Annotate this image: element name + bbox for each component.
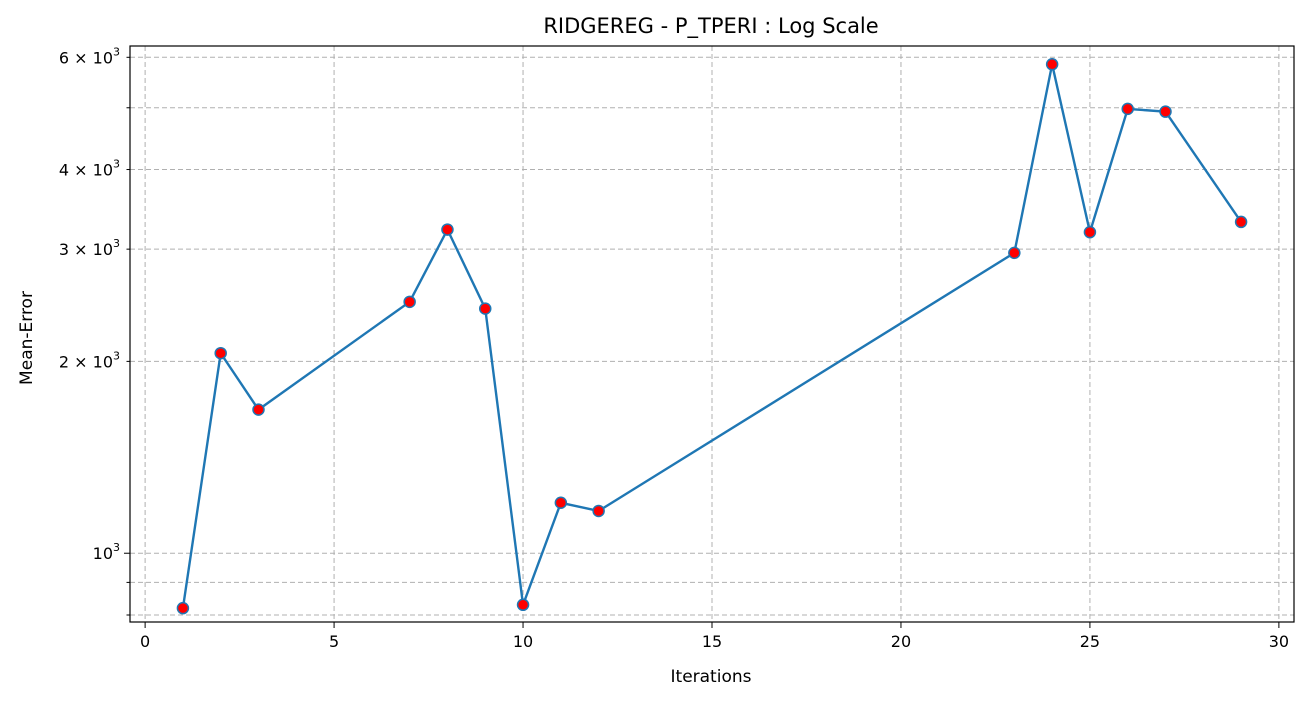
- tick-layer: 0 5 10 15 20 25 30 103 2 × 103 3 × 103 4 × 103 6 × …: [59, 45, 1289, 651]
- series-layer: [176, 58, 1248, 615]
- x-tick-label: 5: [329, 632, 339, 651]
- x-tick-label: 30: [1269, 632, 1289, 651]
- data-point: [176, 601, 190, 615]
- data-point: [1159, 105, 1172, 118]
- data-point: [1121, 102, 1134, 116]
- data-point: [1083, 225, 1097, 239]
- data-point: [441, 223, 454, 236]
- x-tick-label: 15: [702, 632, 722, 651]
- y-tick-label: 103: [93, 541, 120, 563]
- data-point: [1045, 58, 1059, 71]
- data-point: [1234, 215, 1248, 229]
- y-axis-label: Mean-Error: [17, 291, 37, 385]
- data-point: [214, 346, 227, 360]
- y-tick-label: 2 × 103: [59, 349, 120, 371]
- y-tick-label: 4 × 103: [59, 158, 120, 180]
- data-point: [252, 403, 265, 416]
- chart-title: RIDGEREG - P_TPERI : Log Scale: [543, 14, 878, 39]
- x-tick-label: 25: [1080, 632, 1100, 651]
- y-tick-label: 3 × 103: [59, 237, 120, 259]
- data-point: [478, 302, 492, 315]
- data-point: [516, 598, 530, 612]
- data-point: [403, 295, 416, 309]
- data-point: [592, 504, 605, 518]
- data-point: [1008, 246, 1021, 260]
- x-tick-label: 20: [891, 632, 911, 651]
- data-point: [554, 496, 568, 510]
- x-tick-label: 0: [140, 632, 150, 651]
- x-tick-label: 10: [513, 632, 533, 651]
- grid-layer: [130, 46, 1294, 622]
- x-axis-label: Iterations: [671, 667, 752, 687]
- y-tick-label: 6 × 103: [59, 45, 120, 67]
